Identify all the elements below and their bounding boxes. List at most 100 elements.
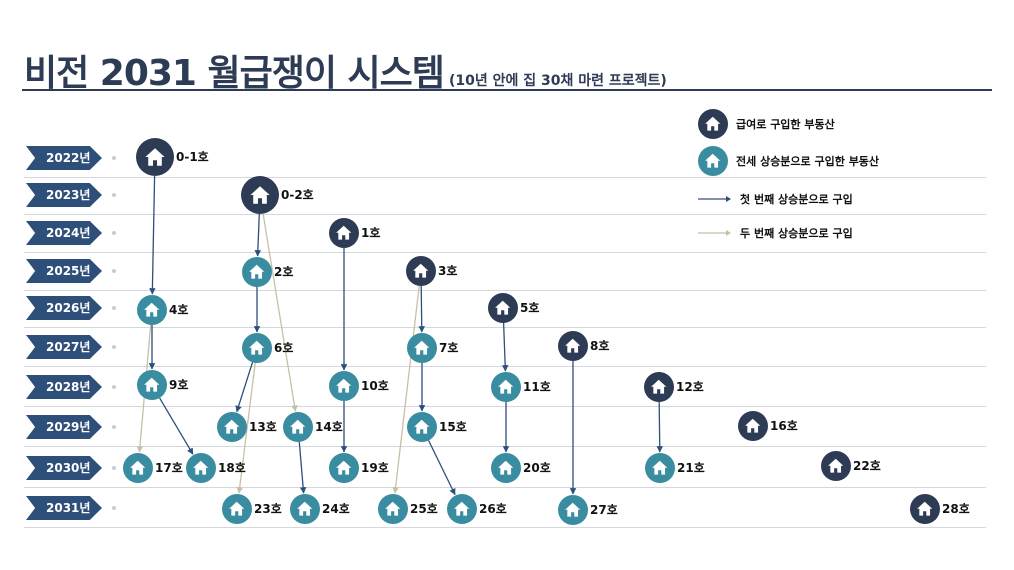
house-icon: [336, 226, 352, 240]
house-label-20: 20호: [523, 461, 551, 475]
house-label-27: 27호: [590, 503, 618, 517]
house-10: [329, 371, 359, 401]
house-icon: [413, 264, 429, 278]
house-17: [123, 453, 153, 483]
house-20: [491, 453, 521, 483]
first-arrow-icon: [698, 196, 731, 202]
house-label-14: 14호: [315, 420, 343, 434]
house-label-6: 6호: [274, 341, 294, 355]
house-label-4: 4호: [169, 303, 189, 317]
house-22: [821, 451, 851, 481]
house-24: [290, 494, 320, 524]
row-divider: [24, 527, 986, 528]
house-label-2: 2호: [274, 265, 294, 279]
house-icon: [145, 148, 165, 166]
row-bullet: [112, 385, 116, 389]
house-19: [329, 453, 359, 483]
house-27: [558, 495, 588, 525]
row-divider: [24, 290, 986, 291]
house-icon: [336, 379, 352, 393]
house-6: [242, 333, 272, 363]
house-12: [644, 372, 674, 402]
title-divider: [22, 89, 992, 91]
house-icon: [144, 378, 160, 392]
row-bullet: [112, 193, 116, 197]
house-label-11: 11호: [523, 380, 551, 394]
year-tag: 2024년: [26, 221, 102, 245]
row-divider: [24, 177, 986, 178]
house-icon: [414, 341, 430, 355]
year-tag: 2030년: [26, 456, 102, 480]
first-arrow-5-to-11: [501, 322, 509, 372]
house-9: [137, 370, 167, 400]
house-label-18: 18호: [218, 461, 246, 475]
house-label-17: 17호: [155, 461, 183, 475]
first-arrow-0-1-to-4: [149, 175, 156, 295]
house-7: [407, 333, 437, 363]
house-label-3: 3호: [438, 264, 458, 278]
year-tag: 2023년: [26, 183, 102, 207]
house-icon: [385, 502, 401, 516]
year-tag: 2029년: [26, 415, 102, 439]
house-label-10: 10호: [361, 379, 389, 393]
title-subtitle: (10년 안에 집 30채 마련 프로젝트): [448, 73, 667, 89]
house-0-2: [241, 176, 279, 214]
house-8: [558, 331, 588, 361]
row-bullet: [112, 156, 116, 160]
house-16: [738, 411, 768, 441]
house-3: [406, 256, 436, 286]
house-label-1: 1호: [361, 226, 381, 240]
first-arrow-9-to-18: [159, 397, 194, 455]
house-5: [488, 293, 518, 323]
house-icon: [249, 341, 265, 355]
house-icon: [705, 154, 721, 168]
first-arrow-6-to-13: [235, 362, 254, 413]
row-divider: [24, 406, 986, 407]
row-bullet: [112, 466, 116, 470]
house-14: [283, 412, 313, 442]
second-arrow-3-to-25: [392, 285, 420, 494]
house-4: [137, 295, 167, 325]
house-icon: [414, 420, 430, 434]
house-label-24: 24호: [322, 502, 350, 516]
legend-second-arrow-label: 두 번째 상승분으로 구입: [740, 227, 853, 240]
year-tag: 2025년: [26, 259, 102, 283]
row-bullet: [112, 306, 116, 310]
year-tag: 2027년: [26, 335, 102, 359]
house-icon: [565, 503, 581, 517]
house-icon: [130, 461, 146, 475]
house-21: [645, 453, 675, 483]
house-icon: [828, 459, 844, 473]
house-label-8: 8호: [590, 339, 610, 353]
house-25: [378, 494, 408, 524]
first-arrow-3-to-7: [418, 285, 425, 333]
legend-second-arrow: 두 번째 상승분으로 구입: [698, 218, 853, 248]
house-26: [447, 494, 477, 524]
title-main: 비전 2031 월급쟁이 시스템: [24, 53, 445, 94]
house-label-26: 26호: [479, 502, 507, 516]
row-divider: [24, 327, 986, 328]
row-bullet: [112, 231, 116, 235]
row-bullet: [112, 425, 116, 429]
house-28: [910, 494, 940, 524]
row-bullet: [112, 345, 116, 349]
house-23: [222, 494, 252, 524]
house-label-21: 21호: [677, 461, 705, 475]
first-arrow-0-2-to-2: [254, 213, 262, 257]
house-icon: [498, 380, 514, 394]
house-1: [329, 218, 359, 248]
house-icon: [193, 461, 209, 475]
house-icon: [249, 265, 265, 279]
house-label-12: 12호: [676, 380, 704, 394]
house-icon: [495, 301, 511, 315]
house-label-0-1: 0-1호: [176, 150, 209, 164]
house-icon: [144, 303, 160, 317]
house-0-1: [136, 138, 174, 176]
first-arrow-12-to-21: [656, 401, 663, 453]
house-label-13: 13호: [249, 420, 277, 434]
house-icon: [745, 419, 761, 433]
house-13: [217, 412, 247, 442]
house-label-19: 19호: [361, 461, 389, 475]
